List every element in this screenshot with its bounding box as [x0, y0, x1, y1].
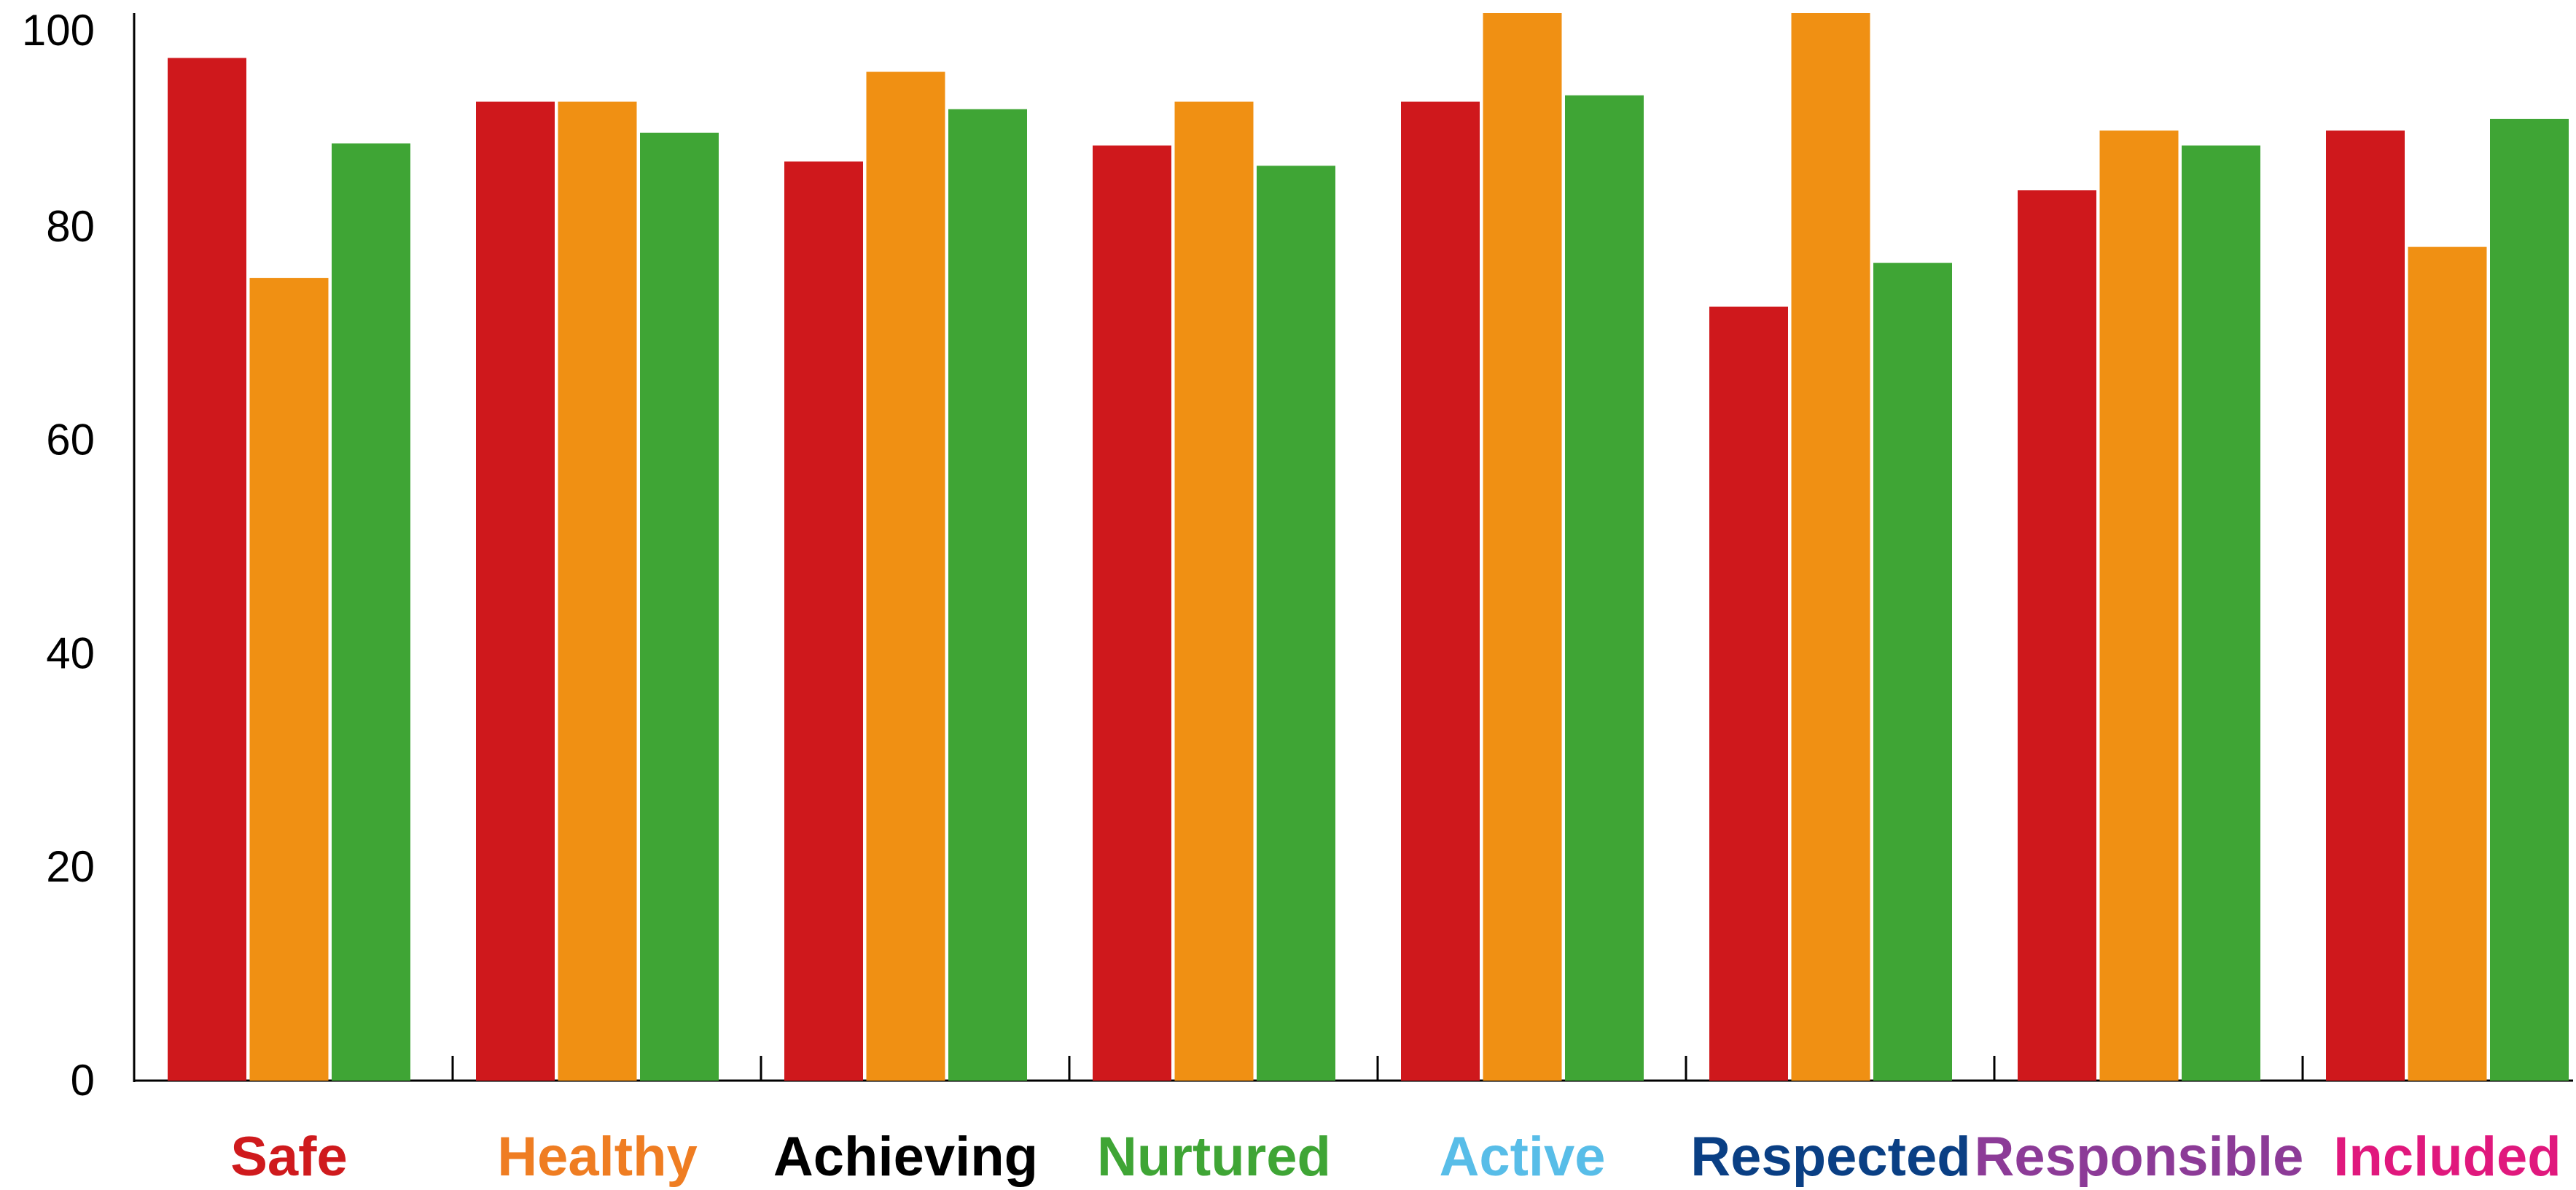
bar-healthy-2 [558, 101, 637, 1081]
category-label-achieving: Achieving [773, 1126, 1038, 1188]
bar-nurtured-3 [1257, 166, 1335, 1081]
category-label-respected: Respected [1690, 1126, 1970, 1188]
category-label-healthy: Healthy [497, 1126, 698, 1188]
bar-healthy-1 [476, 101, 555, 1081]
bar-nurtured-1 [1093, 145, 1171, 1081]
bar-active-3 [1565, 95, 1644, 1081]
y-tick-label: 0 [71, 1056, 95, 1105]
y-tick-label: 20 [46, 842, 95, 891]
category-label-included: Included [2333, 1126, 2561, 1188]
bar-responsible-3 [2182, 145, 2260, 1081]
bar-achieving-3 [948, 109, 1027, 1081]
bar-respected-3 [1873, 262, 1952, 1081]
bar-safe-1 [168, 58, 246, 1081]
bar-respected-1 [1709, 306, 1788, 1081]
bar-achieving-2 [866, 71, 945, 1081]
bar-included-3 [2490, 118, 2569, 1081]
bar-healthy-3 [640, 132, 719, 1081]
bar-responsible-2 [2099, 131, 2179, 1081]
bar-included-2 [2408, 246, 2487, 1081]
y-tick-label: 60 [46, 416, 95, 464]
bar-active-2 [1483, 13, 1562, 1081]
category-label-nurtured: Nurtured [1097, 1126, 1331, 1188]
y-tick-label: 40 [46, 629, 95, 677]
bars [168, 13, 2569, 1081]
y-tick-label: 100 [22, 6, 95, 55]
category-labels: Safe Healthy Achieving Nurtured Active Respec… [230, 1126, 2561, 1188]
category-label-safe: Safe [230, 1126, 348, 1188]
bar-responsible-1 [2018, 190, 2096, 1081]
category-label-responsible: Responsible [1975, 1126, 2304, 1188]
bar-included-1 [2326, 131, 2405, 1081]
y-tick-label: 80 [46, 202, 95, 251]
bar-nurtured-2 [1174, 101, 1254, 1081]
bar-achieving-1 [784, 161, 863, 1081]
bar-active-1 [1401, 101, 1480, 1081]
y-tick-labels: 0 20 40 60 80 100 [22, 6, 95, 1105]
bar-safe-2 [249, 278, 329, 1081]
category-label-active: Active [1439, 1126, 1605, 1188]
bar-respected-2 [1791, 13, 1870, 1081]
bar-safe-3 [332, 143, 410, 1081]
